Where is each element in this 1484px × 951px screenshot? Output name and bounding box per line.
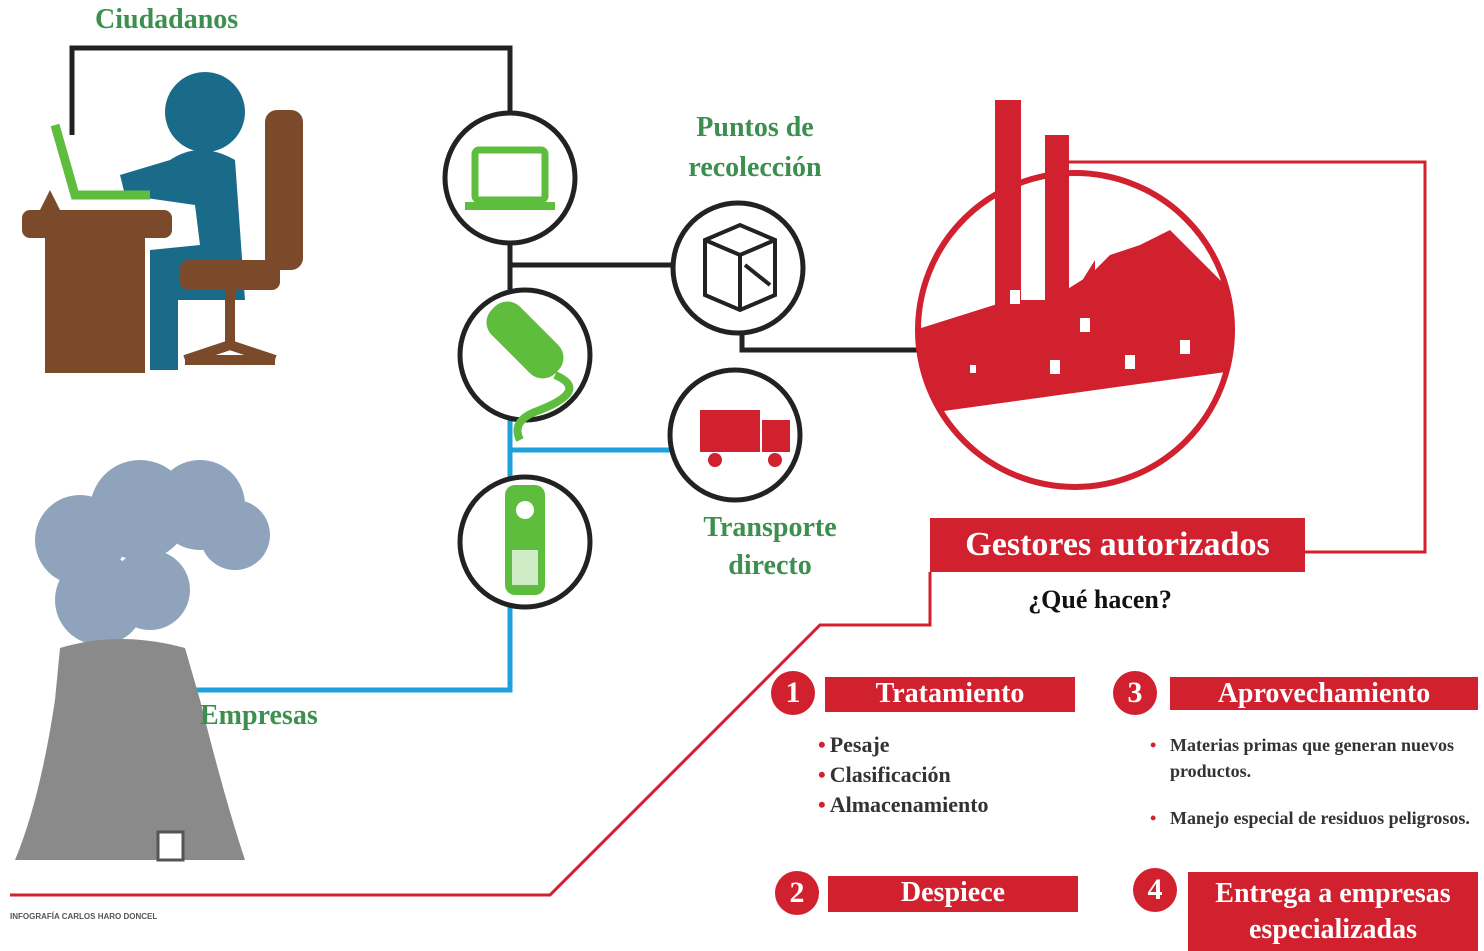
- step-title: Aprovechamiento: [1170, 677, 1478, 710]
- company-icon: [15, 460, 270, 860]
- credit: INFOGRAFÍA CARLOS HARO DONCEL: [10, 912, 157, 921]
- collection-label: recolección: [688, 152, 821, 184]
- step-number: 2: [775, 871, 819, 915]
- companies-label: Empresas: [200, 700, 318, 732]
- step-item: Materias primas que generan nuevos produ…: [1148, 732, 1484, 784]
- citizen-icon: [22, 72, 303, 373]
- step-item-text: Almacenamiento: [830, 792, 989, 817]
- phone-icon: [505, 485, 545, 595]
- step-number: 1: [771, 671, 815, 715]
- step-item-text: Pesaje: [830, 732, 890, 757]
- step-title: Tratamiento: [825, 677, 1075, 712]
- managers-title: Gestores autorizados: [930, 518, 1305, 572]
- step-number: 4: [1133, 868, 1177, 912]
- managers-question: ¿Qué hacen?: [1028, 585, 1172, 615]
- transport-label: directo: [728, 550, 811, 582]
- link-line: [742, 333, 918, 350]
- step-item: Pesaje: [818, 732, 890, 758]
- step-item: Clasificación: [818, 762, 951, 788]
- step-title: Despiece: [828, 876, 1078, 912]
- transport-label: Transporte: [703, 512, 836, 544]
- factory-icon: [915, 100, 1240, 487]
- step-item: Almacenamiento: [818, 792, 989, 818]
- step-item-text: Clasificación: [830, 762, 951, 787]
- step-number: 3: [1113, 671, 1157, 715]
- collection-label: Puntos de: [696, 112, 813, 144]
- infographic: Ciudadanos Empresas Puntos de recolecció…: [0, 0, 1484, 951]
- step-item: Manejo especial de residuos peligrosos.: [1148, 805, 1484, 831]
- citizens-label: Ciudadanos: [95, 4, 238, 36]
- step-title: Entrega a empresas especializadas: [1188, 872, 1478, 951]
